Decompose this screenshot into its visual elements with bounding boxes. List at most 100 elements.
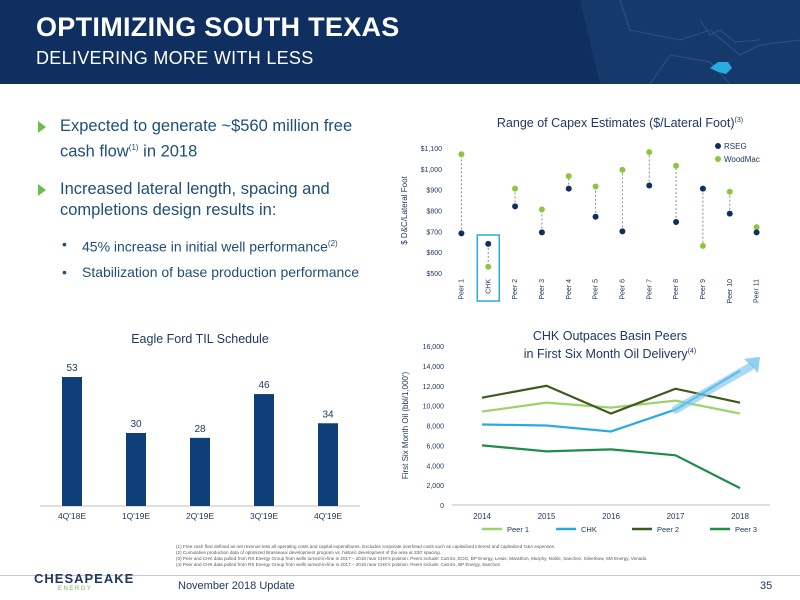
texas-map-icon <box>580 0 800 84</box>
capex-x-tick-label: Peer 6 <box>619 279 626 300</box>
capex-x-tick-label: Peer 3 <box>539 279 546 300</box>
capex-point-rseg <box>458 230 465 237</box>
oil-y-tick-label: 14,000 <box>423 364 445 371</box>
capex-y-tick-label: $1,100 <box>421 146 443 153</box>
capex-legend-marker <box>715 143 721 149</box>
capex-point-woodmac <box>512 185 519 192</box>
capex-point-woodmac <box>565 173 572 180</box>
capex-chart-title: Range of Capex Estimates ($/Lateral Foot… <box>470 116 770 130</box>
chesapeake-logo-sub: ENERGY <box>58 586 93 592</box>
til-bar <box>318 423 338 506</box>
capex-point-rseg <box>646 182 653 189</box>
capex-point-rseg <box>538 229 545 236</box>
capex-x-tick-label: Peer 7 <box>646 279 653 300</box>
capex-point-woodmac <box>753 224 760 231</box>
capex-x-tick-label: Peer 1 <box>458 279 465 300</box>
capex-point-rseg <box>565 185 572 192</box>
til-bar <box>190 437 210 506</box>
oil-series-line <box>481 384 741 415</box>
capex-point-woodmac <box>646 149 653 156</box>
oil-y-tick-label: 0 <box>440 503 444 510</box>
til-bar-value: 53 <box>66 363 78 374</box>
capex-y-tick-label: $800 <box>426 209 442 216</box>
capex-y-tick-label: $600 <box>426 250 442 257</box>
til-bar-value: 46 <box>258 380 270 391</box>
sub-bullet-stabilization-text: Stabilization of base production perform… <box>82 264 360 281</box>
sub-bullet-performance-text: 45% increase in initial well performance <box>82 238 328 255</box>
capex-legend-label: RSEG <box>724 142 747 151</box>
til-x-tick-label: 4Q'18E <box>58 511 86 521</box>
capex-point-woodmac <box>485 263 492 270</box>
capex-point-woodmac <box>726 188 733 195</box>
sub-bullet-stabilization: • Stabilization of base production perfo… <box>36 263 386 281</box>
til-x-tick-label: 1Q'19E <box>122 511 150 521</box>
oil-y-tick-label: 16,000 <box>423 344 445 351</box>
capex-x-tick-label: Peer 5 <box>593 279 600 300</box>
oil-y-tick-label: 12,000 <box>423 384 445 391</box>
capex-point-woodmac <box>458 151 465 158</box>
til-chart-title: Eagle Ford TIL Schedule <box>131 332 269 346</box>
capex-legend-marker <box>715 156 721 162</box>
footnote-4: (4) Peer and CHK data pulled from RS Ene… <box>176 562 502 567</box>
sub-bullet-performance-footnote: (2) <box>327 238 338 248</box>
oil-x-tick-label: 2015 <box>538 512 556 521</box>
oil-series-line <box>481 369 741 433</box>
oil-legend-label: Peer 1 <box>507 525 529 534</box>
oil-y-axis-label: First Six Month Oil (bbl/1,000') <box>401 371 410 479</box>
oil-x-tick-label: 2014 <box>473 512 491 521</box>
page-title: OPTIMIZING SOUTH TEXAS <box>36 12 400 42</box>
chesapeake-logo: CHESAPEAKE <box>34 571 135 586</box>
capex-y-tick-label: $900 <box>426 188 442 195</box>
triangle-bullet-icon <box>38 183 46 196</box>
capex-point-woodmac <box>619 166 626 173</box>
oil-x-tick-label: 2018 <box>731 512 749 521</box>
capex-y-axis-label: $ D&C/Lateral Foot <box>400 175 409 244</box>
page-subtitle: DELIVERING MORE WITH LESS <box>36 48 314 68</box>
oil-chart-footnote: (4) <box>687 348 697 355</box>
capex-y-tick-label: $1,000 <box>421 167 443 174</box>
capex-point-woodmac <box>699 242 706 249</box>
oil-y-tick-label: 8,000 <box>426 424 444 431</box>
oil-y-tick-label: 4,000 <box>426 463 444 470</box>
bullet-fcf-tail: in 2018 <box>138 142 198 161</box>
oil-legend-label: CHK <box>581 525 597 534</box>
capex-x-tick-label: Peer 10 <box>727 279 734 304</box>
til-x-tick-label: 3Q'19E <box>250 511 278 521</box>
til-bar <box>62 377 82 506</box>
capex-x-tick-label: Peer 2 <box>512 279 519 300</box>
til-bar-value: 28 <box>194 424 206 435</box>
dot-bullet-icon: • <box>62 264 67 281</box>
til-x-tick-label: 2Q'19E <box>186 511 214 521</box>
til-bar-value: 34 <box>322 409 334 420</box>
capex-point-woodmac <box>592 183 599 190</box>
capex-point-rseg <box>485 240 492 247</box>
bullet-list: Expected to generate ~$560 million free … <box>36 116 386 289</box>
trend-arrow-icon <box>671 362 754 414</box>
oil-chart-title: CHK Outpaces Basin Peers in First Six Mo… <box>470 328 750 362</box>
capex-point-rseg <box>592 213 599 220</box>
til-bar <box>254 394 274 506</box>
til-bar <box>126 433 146 506</box>
bullet-fcf-footnote: (1) <box>128 143 139 152</box>
capex-x-tick-label: Peer 11 <box>754 279 761 303</box>
bullet-lateral-text: Increased lateral length, spacing and co… <box>60 179 330 219</box>
page-number: 35 <box>760 580 773 592</box>
footnotes: (1) Free cash flow defined as net revenu… <box>176 544 776 568</box>
capex-x-tick-label: Peer 9 <box>700 279 707 300</box>
triangle-bullet-icon <box>38 121 46 133</box>
capex-point-rseg <box>726 210 733 217</box>
capex-chart-footnote: (3) <box>734 116 744 124</box>
oil-series-line <box>481 399 741 415</box>
capex-point-rseg <box>619 228 626 235</box>
bullet-fcf-text: Expected to generate ~$560 million free … <box>60 117 353 161</box>
footnote-1: (1) Free cash flow defined as net revenu… <box>176 544 556 549</box>
capex-y-tick-label: $700 <box>426 229 442 236</box>
capex-x-tick-label: Peer 4 <box>566 279 573 300</box>
capex-point-rseg <box>673 218 680 225</box>
oil-x-tick-label: 2017 <box>667 512 685 521</box>
capex-y-tick-label: $500 <box>426 271 442 278</box>
til-bar-value: 30 <box>130 419 142 430</box>
capex-point-woodmac <box>673 162 680 169</box>
